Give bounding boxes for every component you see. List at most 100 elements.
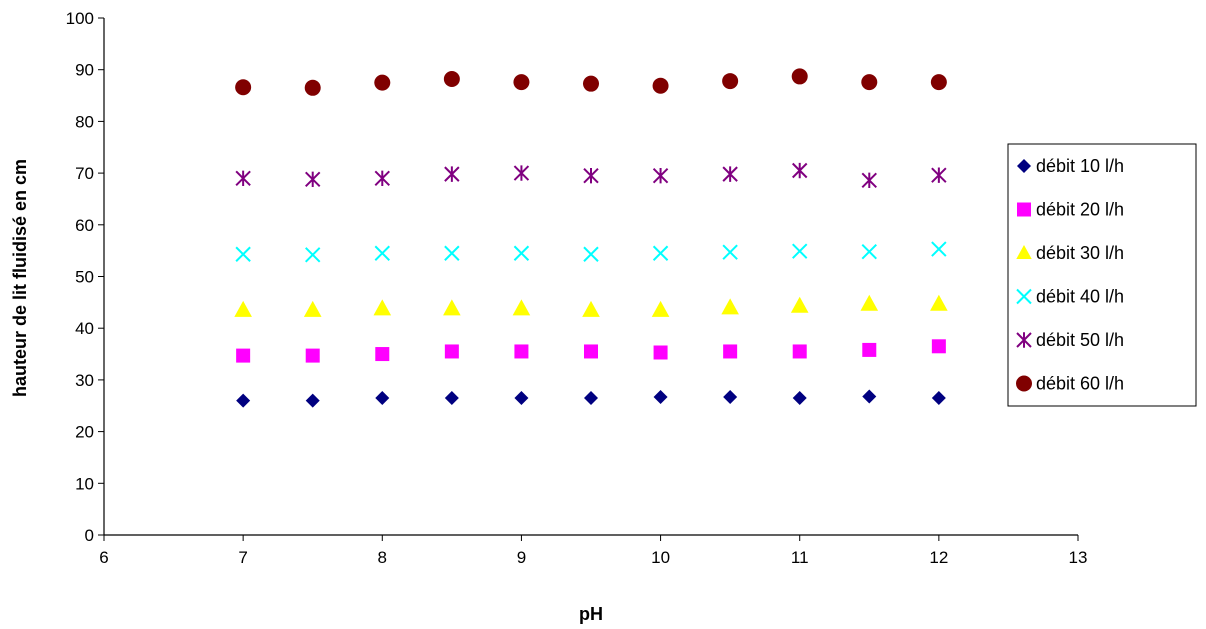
data-point <box>931 339 946 354</box>
data-point <box>235 170 251 186</box>
legend-marker <box>1017 159 1031 173</box>
data-point <box>235 79 252 96</box>
data-point <box>862 342 877 357</box>
data-point <box>653 389 668 404</box>
x-axis-title: pH <box>579 604 603 624</box>
data-point <box>931 390 946 405</box>
data-point <box>722 73 739 90</box>
y-tick-label: 0 <box>85 526 94 545</box>
data-point <box>303 300 322 317</box>
legend-marker <box>1016 332 1032 348</box>
data-point <box>305 171 321 188</box>
data-point <box>513 245 530 261</box>
data-point <box>792 243 808 259</box>
x-tick-label: 6 <box>99 548 108 567</box>
y-tick-label: 10 <box>75 474 94 493</box>
data-point <box>861 243 877 260</box>
data-point <box>721 298 739 315</box>
data-point <box>790 296 809 313</box>
data-point <box>931 241 947 257</box>
y-tick-label: 90 <box>75 61 94 80</box>
y-tick-label: 20 <box>75 423 94 442</box>
legend-label: débit 10 l/h <box>1036 156 1124 176</box>
legend-label: débit 50 l/h <box>1036 330 1124 350</box>
y-axis-title: hauteur de lit fluidisé en cm <box>10 159 30 397</box>
data-point <box>305 247 321 263</box>
data-point <box>234 300 252 317</box>
series-5 <box>235 162 947 189</box>
data-point <box>235 246 251 262</box>
data-point <box>374 245 390 261</box>
data-point <box>583 246 599 262</box>
data-point <box>305 393 320 408</box>
data-point <box>444 166 460 182</box>
legend: débit 10 l/h débit 20 l/h débit 30 l/h débi… <box>1007 143 1197 407</box>
axes <box>103 18 1078 536</box>
y-tick-label: 50 <box>75 268 94 287</box>
data-point <box>236 348 251 363</box>
data-point <box>722 244 738 260</box>
data-point <box>653 345 668 360</box>
data-point <box>930 294 948 311</box>
data-point <box>513 165 530 181</box>
y-tick-label: 100 <box>66 9 94 28</box>
x-ticks: 6 7 8 9 10 11 12 13 <box>99 535 1087 567</box>
x-tick-label: 12 <box>929 548 948 567</box>
legend-marker <box>1016 244 1032 259</box>
data-point <box>514 390 529 405</box>
data-point <box>375 390 390 405</box>
data-point <box>930 74 947 91</box>
y-tick-label: 70 <box>75 164 94 183</box>
data-point <box>444 245 460 261</box>
x-tick-label: 10 <box>651 548 670 567</box>
data-point <box>651 300 670 317</box>
data-point <box>723 344 738 359</box>
data-point <box>931 167 947 183</box>
series-4 <box>235 241 947 263</box>
data-point <box>861 74 878 91</box>
legend-marker <box>1016 288 1032 305</box>
data-point <box>862 389 877 404</box>
data-point <box>792 344 807 359</box>
data-point <box>583 167 599 184</box>
data-point <box>443 71 460 88</box>
series-1 <box>236 389 946 408</box>
data-point <box>652 245 669 261</box>
data-point <box>792 390 807 405</box>
legend-label: débit 60 l/h <box>1036 374 1124 394</box>
data-point <box>723 389 738 404</box>
data-point <box>860 294 879 311</box>
data-point <box>792 162 808 179</box>
x-tick-label: 7 <box>238 548 247 567</box>
data-point <box>722 166 738 182</box>
x-tick-label: 13 <box>1069 548 1088 567</box>
series-3 <box>234 294 948 317</box>
data-point <box>514 344 529 359</box>
legend-marker <box>1017 202 1031 217</box>
data-point <box>791 68 808 85</box>
x-tick-label: 9 <box>517 548 526 567</box>
data-point <box>374 74 391 91</box>
data-point <box>444 390 459 405</box>
x-tick-label: 11 <box>791 548 809 567</box>
data-point <box>305 348 320 363</box>
legend-marker <box>1016 375 1032 392</box>
legend-box <box>1007 143 1197 407</box>
data-point <box>374 170 390 186</box>
data-point <box>861 172 877 189</box>
y-tick-label: 60 <box>75 216 94 235</box>
data-point <box>304 79 321 96</box>
series-layer <box>234 68 948 408</box>
data-point <box>652 167 669 184</box>
series-6 <box>235 68 947 96</box>
series-2 <box>236 339 946 363</box>
y-tick-label: 80 <box>75 112 94 131</box>
data-point <box>584 390 598 405</box>
data-point <box>512 299 531 316</box>
data-point <box>583 75 599 92</box>
data-point <box>375 347 390 362</box>
legend-label: débit 40 l/h <box>1036 287 1124 307</box>
data-point <box>582 300 600 317</box>
legend-label: débit 20 l/h <box>1036 200 1124 220</box>
